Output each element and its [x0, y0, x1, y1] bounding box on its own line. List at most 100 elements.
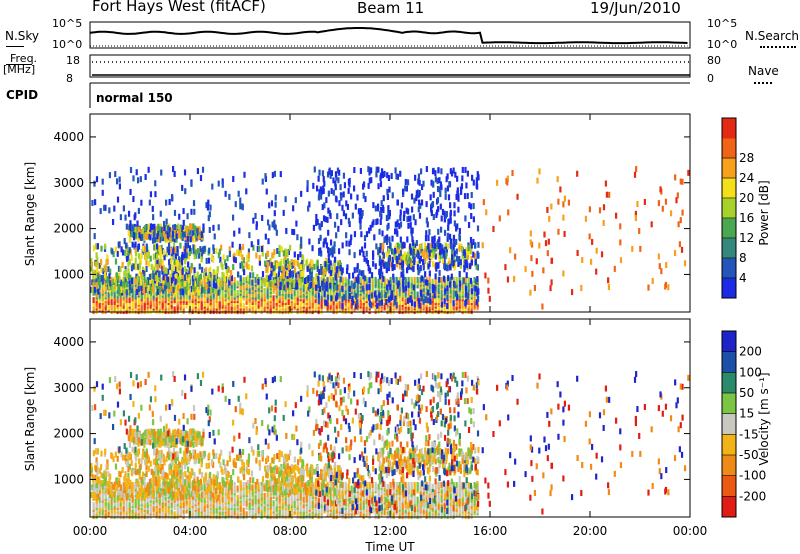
velocity-cell	[242, 481, 245, 488]
power-cell	[168, 277, 171, 284]
power-cell	[254, 308, 257, 315]
power-cell	[321, 204, 324, 211]
power-cell	[304, 283, 308, 290]
velocity-cell	[242, 507, 245, 514]
velocity-cell	[128, 502, 131, 509]
power-cell	[463, 266, 466, 273]
power-cell	[104, 272, 107, 279]
power-cell	[388, 236, 391, 243]
velocity-cell	[218, 481, 221, 488]
power-cell	[353, 252, 356, 259]
power-cell	[312, 224, 316, 231]
power-cell	[386, 278, 389, 285]
power-cell	[96, 262, 99, 269]
power-cell	[271, 172, 274, 179]
power-cell	[437, 228, 440, 235]
power-cell	[410, 264, 414, 271]
power-cell	[328, 168, 331, 175]
power-cell	[588, 206, 591, 213]
power-cell	[404, 276, 407, 283]
power-cell	[321, 284, 324, 291]
velocity-cell	[236, 513, 239, 520]
power-cell	[322, 241, 325, 248]
power-cell	[411, 243, 414, 250]
power-cell	[387, 210, 390, 217]
power-cell	[374, 276, 377, 283]
power-cell	[424, 271, 427, 278]
power-cell	[92, 245, 96, 252]
velocity-cell	[101, 487, 104, 494]
power-cell	[280, 264, 283, 271]
power-cell	[319, 234, 322, 241]
power-cell	[442, 275, 446, 282]
power-cell	[595, 268, 598, 275]
power-cell	[287, 306, 290, 313]
power-cell	[498, 215, 501, 222]
velocity-cell	[200, 500, 203, 507]
power-cell	[395, 261, 399, 268]
nave-tick-bottom: 0	[707, 72, 714, 85]
power-cell	[134, 250, 138, 257]
power-cell	[238, 247, 241, 254]
power-cell	[172, 248, 175, 255]
power-cell	[434, 170, 437, 177]
power-cell	[155, 279, 159, 286]
power-cell	[681, 178, 684, 185]
velocity-cell	[266, 513, 269, 520]
power-cell	[406, 236, 409, 243]
power-cell	[97, 279, 101, 286]
power-cell	[198, 289, 201, 296]
power-cell	[437, 287, 440, 294]
velocity-cell	[242, 489, 245, 496]
power-cell	[145, 287, 148, 294]
power-cell	[221, 295, 224, 302]
power-cell	[382, 242, 385, 249]
power-cell	[297, 262, 301, 269]
velocity-cell	[119, 500, 122, 507]
power-cell	[257, 302, 260, 309]
power-cell	[130, 287, 133, 294]
power-cell	[412, 252, 415, 259]
nsky-tick-bottom: 10^0	[52, 38, 83, 51]
power-cell	[332, 245, 335, 252]
power-cell	[678, 241, 681, 248]
power-cell	[155, 295, 158, 302]
power-cell	[321, 280, 324, 287]
power-cell	[116, 287, 119, 294]
power-cell	[374, 205, 377, 212]
power-cell	[207, 257, 211, 264]
power-cell	[156, 247, 160, 254]
power-cell	[410, 276, 413, 283]
power-cell	[345, 232, 348, 239]
freq-panel-frame	[89, 54, 691, 78]
power-cell	[452, 276, 455, 283]
power-cell	[443, 298, 446, 305]
power-cell	[386, 234, 389, 241]
power-cell	[470, 255, 473, 262]
power-cell	[413, 276, 416, 283]
velocity-cell	[173, 511, 176, 518]
power-cell	[213, 233, 216, 240]
velocity-cell	[176, 503, 179, 510]
power-cell	[318, 249, 321, 256]
power-cell	[427, 235, 430, 242]
power-cell	[679, 217, 682, 224]
power-cell	[121, 261, 124, 268]
power-cell	[453, 220, 456, 227]
power-cell	[108, 172, 112, 179]
power-cell	[425, 252, 428, 259]
power-cell	[230, 282, 233, 289]
power-cell	[181, 225, 185, 232]
power-cell	[220, 244, 223, 251]
power-cell	[256, 273, 259, 280]
power-cell	[445, 265, 449, 272]
power-cell	[533, 284, 537, 291]
power-cell	[155, 300, 158, 307]
velocity-cell	[170, 507, 173, 514]
power-cell	[236, 271, 240, 278]
power-cell	[95, 252, 98, 259]
power-cell	[562, 214, 565, 221]
power-cell	[326, 171, 330, 178]
power-cell	[308, 306, 311, 313]
power-cell	[212, 244, 215, 251]
